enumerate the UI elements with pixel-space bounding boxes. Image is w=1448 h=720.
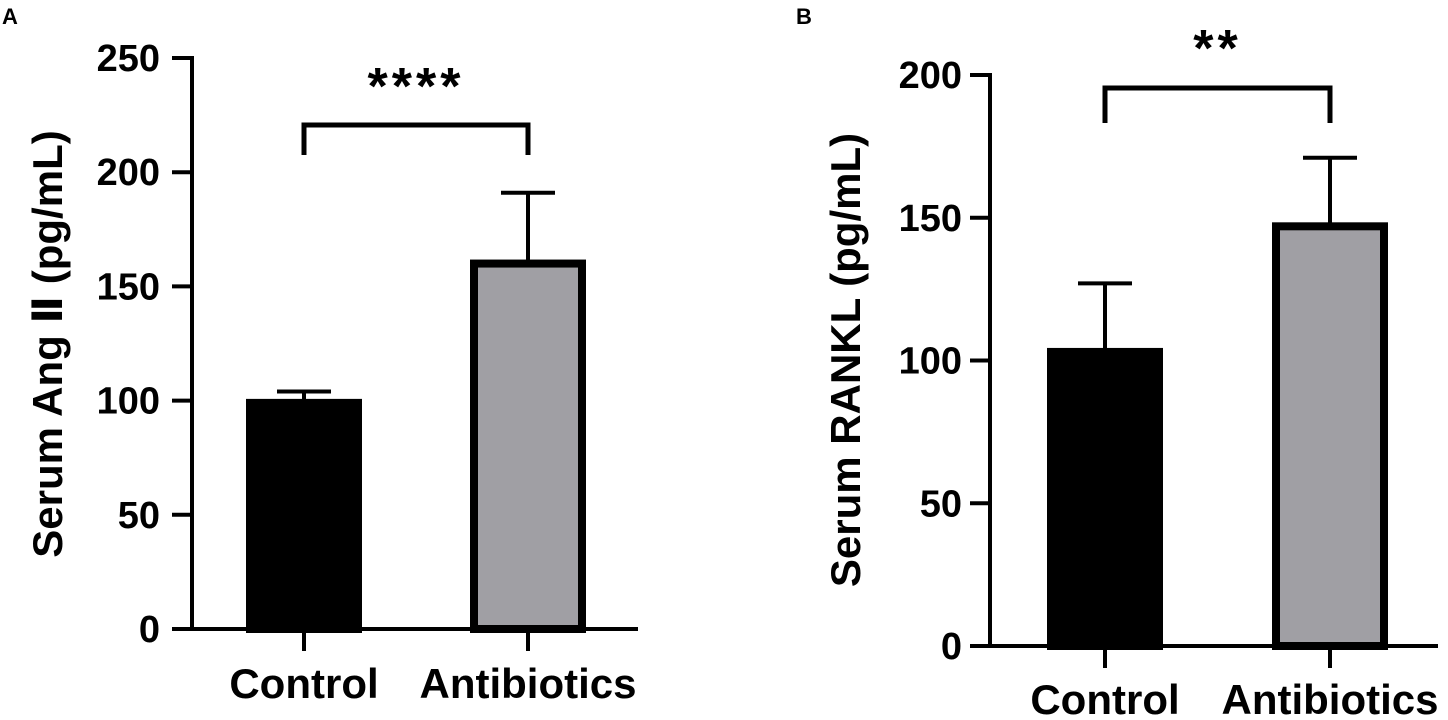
panel-a-y-tick-label-3: 150 bbox=[97, 266, 160, 308]
panel-a: A Serum Ang Ⅱ (pg/mL) 0 50 100 150 200 250 Con… bbox=[2, 4, 638, 707]
panel-a-y-axis-title: Serum Ang Ⅱ (pg/mL) bbox=[24, 130, 71, 557]
panel-a-bar-control bbox=[246, 398, 362, 633]
panel-a-bar-antibiotics bbox=[470, 259, 586, 633]
panel-b-x-tick-label-control: Control bbox=[1030, 676, 1179, 720]
panel-b-significance-bracket bbox=[1102, 85, 1333, 123]
panel-a-y-tick-label-1: 50 bbox=[118, 495, 160, 537]
panel-a-significance-bracket bbox=[301, 122, 531, 155]
panel-a-y-tick-label-0: 0 bbox=[139, 609, 160, 651]
panel-b-x-tick-label-antibiotics: Antibiotics bbox=[1222, 676, 1439, 720]
panel-b-significance-label: ** bbox=[1193, 20, 1241, 78]
panel-b-bar-antibiotics bbox=[1272, 222, 1388, 650]
panel-a-marks: 0 50 100 150 200 250 Control Antibiotics **** bbox=[97, 38, 638, 707]
panel-a-y-tick-label-2: 100 bbox=[97, 381, 160, 423]
panel-b-letter: B bbox=[796, 4, 812, 29]
panel-b: B Serum RANKL (pg/mL) 0 50 100 150 200 Contro… bbox=[796, 4, 1439, 720]
panel-a-letter: A bbox=[2, 4, 18, 29]
panel-b-y-tick-label-0: 0 bbox=[941, 626, 962, 668]
panel-a-y-tick-label-4: 200 bbox=[97, 152, 160, 194]
panel-b-y-tick-label-3: 150 bbox=[899, 198, 962, 240]
panel-a-significance-label: **** bbox=[368, 58, 465, 116]
panel-b-y-axis-title: Serum RANKL (pg/mL) bbox=[822, 133, 869, 587]
panel-b-y-tick-label-2: 100 bbox=[899, 341, 962, 383]
panel-a-x-tick-label-control: Control bbox=[229, 660, 378, 707]
panel-b-marks: 0 50 100 150 200 Control Antibiotics ** bbox=[899, 20, 1439, 720]
panel-b-bar-control bbox=[1047, 347, 1163, 650]
panel-a-x-tick-label-antibiotics: Antibiotics bbox=[420, 660, 637, 707]
panel-b-y-tick-label-4: 200 bbox=[899, 55, 962, 97]
panel-b-y-tick-label-1: 50 bbox=[920, 483, 962, 525]
panel-a-y-tick-label-5: 250 bbox=[97, 38, 160, 80]
